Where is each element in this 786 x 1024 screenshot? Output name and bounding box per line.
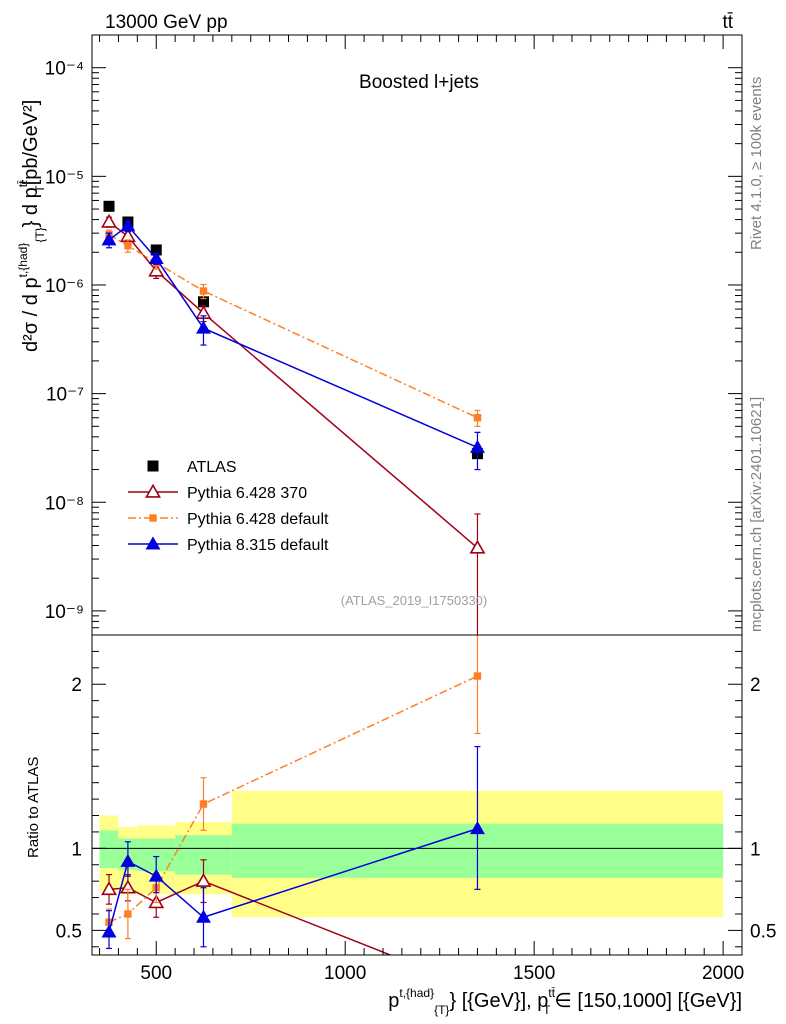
data-point-pythia-8-315-default xyxy=(120,218,136,232)
xlabel-sub: {T} xyxy=(434,1003,449,1017)
side-label-site: mcplots.cern.ch [arXiv:2401.10621] xyxy=(748,397,765,632)
legend-label-pythia-6-428-default: Pythia 6.428 default xyxy=(187,511,329,528)
data-point-pythia-6-428-default xyxy=(473,414,482,422)
legend-marker-pythia-8-315-default xyxy=(145,536,161,550)
legend-marker-pythia-6-428-370 xyxy=(145,483,161,498)
xlabel-sub2: T xyxy=(543,1003,551,1017)
ylabel-sup: t,{had} xyxy=(16,243,30,278)
main-y-tick-label: 10⁻⁸ xyxy=(45,493,84,514)
data-point-pythia-6-428-370 xyxy=(148,262,165,277)
main-y-tick-label: 10⁻⁶ xyxy=(45,276,84,297)
data-point-atlas xyxy=(103,200,115,212)
ratio-point-pythia-6-428-default xyxy=(124,910,132,918)
x-tick-label: 2000 xyxy=(702,963,744,984)
x-tick-label: 1500 xyxy=(513,963,555,984)
data-point-pythia-8-315-default xyxy=(101,232,117,246)
series-line-pythia-8-315-default xyxy=(108,224,478,449)
xlabel-tail: ∈ [150,1000] [{GeV}] xyxy=(554,990,742,1012)
data-point-pythia-6-428-default xyxy=(199,287,208,295)
uncertainty-band-inner xyxy=(99,830,119,869)
chart-title: Boosted l+jets xyxy=(359,72,479,93)
x-tick-label: 500 xyxy=(140,963,172,984)
watermark: (ATLAS_2019_I1750330) xyxy=(341,593,487,608)
xlabel-main: p xyxy=(388,990,399,1012)
main-y-axis-label: d²σ / d pt,{had}{T}} d ptt̄T[pb/GeV²] xyxy=(16,100,47,352)
main-y-tick-label: 10⁻⁴ xyxy=(45,59,84,80)
ratio-y-tick-label-right: 1 xyxy=(750,839,761,860)
ratio-y-tick-label-left: 2 xyxy=(71,675,82,696)
data-point-atlas xyxy=(150,244,162,256)
ratio-y-tick-label-left: 1 xyxy=(71,839,82,860)
data-point-pythia-6-428-default xyxy=(124,241,132,250)
main-y-tick-label: 10⁻⁷ xyxy=(46,385,84,406)
legend-label-atlas: ATLAS xyxy=(187,459,237,476)
data-point-pythia-8-315-default xyxy=(470,439,485,453)
ratio-panel: 0.5 0.5 1 1 2 2 500 1000 1500 2000 Ratio to ATLA… xyxy=(25,35,776,1017)
ratio-point-pythia-8-315-default xyxy=(120,853,136,867)
legend: ATLAS Pythia 6.428 370 Pythia 6.428 defaul… xyxy=(128,459,329,554)
ratio-y-tick-label-right: 0.5 xyxy=(750,921,776,942)
main-y-tick-label: 10⁻⁹ xyxy=(45,602,84,623)
xlabel-sup: t,{had} xyxy=(399,986,434,1000)
main-panel: Boosted l+jets (ATLAS_2019_I1750330) 10⁻… xyxy=(16,34,743,636)
x-axis-label: pt,{had}{T}} [{GeV}], ptt̄ T ∈ [150,1000] … xyxy=(388,986,742,1017)
ratio-y-axis-label: Ratio to ATLAS xyxy=(25,757,42,858)
legend-marker-pythia-6-428-default xyxy=(149,514,157,522)
ratio-frame xyxy=(91,634,743,956)
data-point-pythia-8-315-default xyxy=(148,250,164,265)
process-label: tt̄ xyxy=(722,12,733,33)
x-tick-label: 1000 xyxy=(324,963,366,984)
ratio-point-pythia-8-315-default xyxy=(470,821,485,835)
ratio-point-pythia-6-428-370 xyxy=(195,872,212,887)
ratio-point-pythia-8-315-default xyxy=(196,909,211,923)
data-point-pythia-8-315-default xyxy=(196,320,211,334)
ratio-point-pythia-6-428-370 xyxy=(101,881,117,896)
data-point-atlas xyxy=(197,296,209,308)
legend-label-pythia-8-315-default: Pythia 8.315 default xyxy=(187,537,329,554)
data-point-pythia-6-428-370 xyxy=(101,213,117,228)
ylabel-sub2: T xyxy=(33,185,47,193)
ratio-point-pythia-8-315-default xyxy=(101,924,117,938)
ratio-y-tick-label-left: 0.5 xyxy=(56,921,82,942)
ylabel-mid: } d p xyxy=(20,187,42,227)
legend-label-pythia-6-428-370: Pythia 6.428 370 xyxy=(187,485,307,502)
xlabel-sup2: tt̄ xyxy=(548,986,555,1000)
ylabel-main: d²σ / d p xyxy=(20,277,42,352)
energy-label: 13000 GeV pp xyxy=(105,12,228,33)
ratio-point-pythia-6-428-default xyxy=(199,800,208,808)
data-point-pythia-6-428-370 xyxy=(469,539,486,554)
main-y-tick-label: 10⁻⁵ xyxy=(45,167,84,188)
legend-marker-atlas xyxy=(147,460,159,472)
ratio-point-pythia-6-428-default xyxy=(473,672,482,680)
ylabel-sup2: tt̄ xyxy=(16,180,30,187)
side-label-rivet: Rivet 4.1.0, ≥ 100k events xyxy=(748,77,765,250)
ratio-y-tick-label-right: 2 xyxy=(750,675,761,696)
xlabel-mid: } [{GeV}], p xyxy=(449,990,548,1012)
ylabel-sub: {T} xyxy=(33,227,47,242)
ylabel-units: [pb/GeV²] xyxy=(20,100,42,186)
ratio-point-pythia-8-315-default xyxy=(148,868,164,882)
